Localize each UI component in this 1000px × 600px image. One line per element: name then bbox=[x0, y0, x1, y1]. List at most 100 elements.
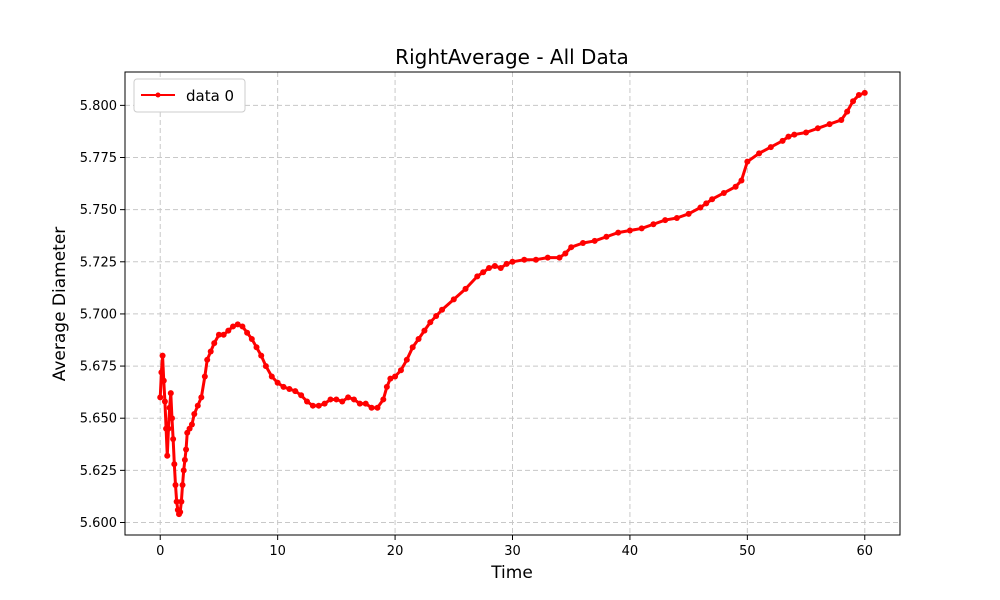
grid bbox=[125, 72, 900, 535]
data-point bbox=[532, 256, 539, 263]
data-point bbox=[709, 196, 716, 203]
data-point bbox=[167, 390, 174, 397]
data-point bbox=[244, 329, 251, 336]
data-point bbox=[738, 177, 745, 184]
data-point bbox=[158, 369, 165, 376]
data-point bbox=[503, 260, 510, 267]
data-point bbox=[638, 225, 645, 232]
chart-title: RightAverage - All Data bbox=[395, 45, 629, 69]
data-point bbox=[220, 331, 227, 338]
data-point bbox=[201, 373, 208, 380]
data-point bbox=[720, 189, 727, 196]
data-point bbox=[855, 91, 862, 98]
data-point bbox=[165, 425, 172, 432]
y-tick-label: 5.800 bbox=[80, 99, 117, 114]
data-point bbox=[544, 254, 551, 261]
data-point bbox=[178, 498, 185, 505]
data-point bbox=[173, 498, 180, 505]
data-point bbox=[521, 256, 528, 263]
y-tick-label: 5.750 bbox=[80, 203, 117, 218]
data-point bbox=[491, 262, 498, 269]
legend: data 0 bbox=[133, 78, 246, 113]
data-point bbox=[383, 383, 390, 390]
data-point bbox=[509, 258, 516, 265]
data-point bbox=[180, 467, 187, 474]
data-point bbox=[191, 411, 198, 418]
data-point bbox=[181, 456, 188, 463]
data-point bbox=[814, 125, 821, 132]
data-point bbox=[486, 265, 493, 272]
data-point bbox=[562, 250, 569, 257]
series-layer bbox=[157, 89, 868, 518]
data-point bbox=[403, 356, 410, 363]
data-point bbox=[225, 327, 232, 334]
data-point bbox=[166, 404, 173, 411]
data-point bbox=[779, 137, 786, 144]
data-point bbox=[183, 446, 190, 453]
data-point bbox=[211, 340, 218, 347]
x-axis-label: Time bbox=[490, 563, 533, 583]
data-point bbox=[298, 392, 305, 399]
data-point bbox=[164, 452, 171, 459]
x-tick-label: 0 bbox=[156, 544, 164, 559]
data-point bbox=[374, 404, 381, 411]
y-tick-label: 5.600 bbox=[80, 516, 117, 531]
data-point bbox=[239, 323, 246, 330]
data-point bbox=[327, 396, 334, 403]
y-tick-label: 5.625 bbox=[80, 464, 117, 479]
data-point bbox=[497, 265, 504, 272]
data-point bbox=[662, 217, 669, 224]
data-point bbox=[262, 363, 269, 370]
data-point bbox=[258, 352, 265, 359]
data-point bbox=[450, 296, 457, 303]
data-point bbox=[392, 373, 399, 380]
data-point bbox=[838, 116, 845, 123]
x-tick-label: 20 bbox=[387, 544, 404, 559]
data-point bbox=[626, 227, 633, 234]
data-point bbox=[280, 383, 287, 390]
data-point bbox=[215, 331, 222, 338]
data-point bbox=[603, 233, 610, 240]
data-point bbox=[171, 461, 178, 468]
data-point bbox=[826, 121, 833, 128]
data-point bbox=[744, 158, 751, 165]
data-point bbox=[157, 394, 164, 401]
data-point bbox=[321, 400, 328, 407]
data-point bbox=[368, 404, 375, 411]
data-point bbox=[304, 398, 311, 405]
x-tick-label: 50 bbox=[739, 544, 756, 559]
data-point bbox=[844, 108, 851, 115]
data-point bbox=[697, 204, 704, 211]
data-point bbox=[850, 98, 857, 105]
data-point bbox=[333, 396, 340, 403]
data-point bbox=[397, 367, 404, 374]
y-tick-label: 5.675 bbox=[80, 360, 117, 375]
data-point bbox=[650, 221, 657, 228]
y-tick-label: 5.650 bbox=[80, 412, 117, 427]
data-point bbox=[685, 210, 692, 217]
data-point bbox=[861, 89, 868, 96]
data-point bbox=[172, 481, 179, 488]
data-point bbox=[615, 229, 622, 236]
data-point bbox=[350, 396, 357, 403]
data-point bbox=[356, 400, 363, 407]
data-point bbox=[673, 214, 680, 221]
data-point bbox=[409, 344, 416, 351]
data-point bbox=[230, 323, 237, 330]
data-point bbox=[168, 415, 175, 422]
data-point bbox=[170, 436, 177, 443]
data-point bbox=[177, 509, 184, 516]
data-point bbox=[362, 400, 369, 407]
data-point bbox=[160, 377, 167, 384]
x-tick-label: 60 bbox=[856, 544, 873, 559]
data-point bbox=[159, 352, 166, 359]
ticks: 0 10 20 30 40 50 60 5.600 5.625 5.650 5.675 5.700 5.… bbox=[80, 99, 873, 559]
data-point bbox=[234, 321, 241, 328]
legend-box bbox=[133, 78, 246, 113]
data-point bbox=[380, 396, 387, 403]
data-point bbox=[803, 129, 810, 136]
data-point bbox=[274, 379, 281, 386]
data-point bbox=[188, 421, 195, 428]
legend-label-data-0: data 0 bbox=[186, 87, 234, 105]
y-tick-label: 5.725 bbox=[80, 255, 117, 270]
